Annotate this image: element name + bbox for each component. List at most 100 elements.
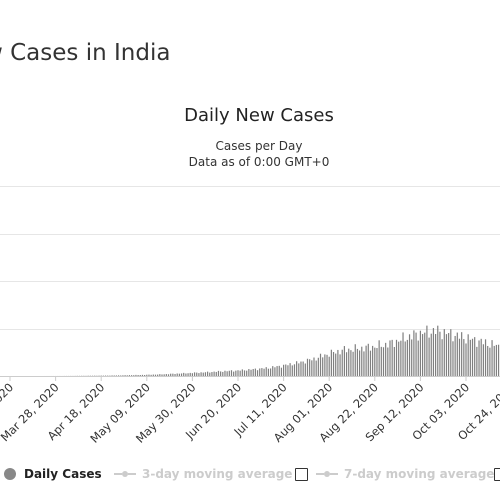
daily-cases-bar[interactable]: [226, 371, 228, 376]
daily-cases-bar[interactable]: [128, 375, 131, 376]
daily-cases-bar[interactable]: [196, 372, 198, 376]
daily-cases-bar[interactable]: [176, 373, 178, 377]
daily-cases-bar[interactable]: [469, 339, 471, 376]
daily-cases-bar[interactable]: [269, 368, 272, 376]
daily-cases-bar[interactable]: [458, 338, 461, 376]
daily-cases-bar[interactable]: [207, 371, 209, 376]
daily-cases-bar[interactable]: [263, 368, 265, 376]
daily-cases-bar[interactable]: [152, 374, 154, 376]
daily-cases-bar[interactable]: [380, 346, 382, 376]
daily-cases-bar[interactable]: [424, 332, 426, 376]
daily-cases-bar[interactable]: [193, 372, 196, 376]
daily-cases-bar[interactable]: [122, 375, 124, 376]
daily-cases-bar[interactable]: [217, 370, 220, 376]
daily-cases-bar[interactable]: [237, 370, 239, 376]
legend-item-3-day-moving-average[interactable]: 3-day moving average: [114, 462, 292, 486]
daily-cases-bar[interactable]: [432, 328, 435, 376]
daily-cases-bar[interactable]: [285, 364, 287, 376]
daily-cases-bar[interactable]: [246, 370, 248, 376]
daily-cases-bar[interactable]: [317, 357, 319, 376]
daily-cases-bar[interactable]: [241, 369, 243, 376]
daily-cases-bar[interactable]: [495, 344, 497, 376]
daily-cases-bar[interactable]: [161, 374, 163, 376]
legend-checkbox[interactable]: [494, 467, 500, 481]
daily-cases-bar[interactable]: [474, 337, 476, 376]
daily-cases-bar[interactable]: [239, 370, 241, 376]
daily-cases-bar[interactable]: [111, 375, 113, 376]
daily-cases-bar[interactable]: [491, 340, 493, 376]
daily-cases-bar[interactable]: [339, 354, 341, 376]
daily-cases-bar[interactable]: [131, 375, 133, 376]
daily-cases-bar[interactable]: [378, 340, 380, 376]
daily-cases-bar[interactable]: [385, 342, 387, 376]
daily-cases-bar[interactable]: [213, 371, 215, 376]
daily-cases-bar[interactable]: [189, 372, 191, 376]
daily-cases-bar[interactable]: [480, 338, 482, 376]
daily-cases-bar[interactable]: [450, 329, 452, 376]
daily-cases-bar[interactable]: [435, 334, 437, 376]
daily-cases-bar[interactable]: [115, 375, 117, 376]
daily-cases-bar[interactable]: [120, 375, 122, 376]
daily-cases-bar[interactable]: [437, 325, 439, 376]
daily-cases-bar[interactable]: [417, 340, 419, 376]
daily-cases-bar[interactable]: [202, 372, 204, 376]
daily-cases-bar[interactable]: [224, 370, 226, 376]
daily-cases-bar[interactable]: [322, 357, 324, 376]
daily-cases-bar[interactable]: [445, 334, 448, 376]
daily-cases-bar[interactable]: [356, 348, 359, 376]
daily-cases-bar[interactable]: [311, 360, 313, 376]
daily-cases-bar[interactable]: [354, 344, 356, 376]
daily-cases-bar[interactable]: [252, 369, 254, 376]
daily-cases-bar[interactable]: [278, 365, 280, 376]
daily-cases-bar[interactable]: [476, 346, 478, 376]
daily-cases-bar[interactable]: [443, 329, 445, 376]
daily-cases-bar[interactable]: [330, 349, 332, 376]
daily-cases-bar[interactable]: [265, 367, 267, 376]
daily-cases-bar[interactable]: [408, 334, 411, 376]
daily-cases-bar[interactable]: [350, 350, 352, 376]
daily-cases-bar[interactable]: [332, 352, 335, 376]
daily-cases-bar[interactable]: [309, 359, 311, 376]
daily-cases-bar[interactable]: [276, 366, 278, 376]
daily-cases-bar[interactable]: [471, 338, 474, 376]
daily-cases-bar[interactable]: [489, 347, 491, 376]
daily-cases-bar[interactable]: [283, 364, 285, 376]
daily-cases-bar[interactable]: [484, 339, 487, 376]
daily-cases-bar[interactable]: [369, 350, 372, 376]
daily-cases-bar[interactable]: [200, 372, 202, 376]
daily-cases-bar[interactable]: [352, 351, 354, 376]
daily-cases-bar[interactable]: [235, 370, 237, 376]
daily-cases-bar[interactable]: [230, 370, 233, 376]
daily-cases-bar[interactable]: [144, 375, 146, 376]
daily-cases-bar[interactable]: [148, 374, 150, 376]
daily-cases-bar[interactable]: [133, 375, 135, 376]
daily-cases-bar[interactable]: [233, 371, 235, 376]
daily-cases-bar[interactable]: [337, 349, 339, 376]
daily-cases-bar[interactable]: [289, 363, 291, 376]
daily-cases-bar[interactable]: [137, 375, 139, 376]
daily-cases-bar[interactable]: [454, 335, 456, 376]
daily-cases-bar[interactable]: [363, 351, 365, 376]
daily-cases-bar[interactable]: [452, 341, 454, 376]
daily-cases-bar[interactable]: [465, 343, 467, 376]
daily-cases-bar[interactable]: [165, 374, 167, 376]
daily-cases-bar[interactable]: [280, 367, 283, 376]
daily-cases-bar[interactable]: [183, 372, 185, 376]
daily-cases-bar[interactable]: [461, 332, 463, 376]
daily-cases-bar[interactable]: [170, 373, 172, 376]
daily-cases-bar[interactable]: [415, 332, 417, 376]
daily-cases-bar[interactable]: [406, 339, 408, 376]
daily-cases-bar[interactable]: [493, 345, 495, 376]
daily-cases-bar[interactable]: [467, 334, 469, 376]
legend-item-daily-cases[interactable]: Daily Cases: [4, 462, 102, 486]
daily-cases-bar[interactable]: [228, 370, 230, 376]
daily-cases-bar[interactable]: [259, 368, 261, 376]
daily-cases-bar[interactable]: [387, 347, 389, 376]
daily-cases-bar[interactable]: [220, 371, 222, 376]
daily-cases-bar[interactable]: [209, 372, 211, 376]
daily-cases-bar[interactable]: [126, 375, 128, 376]
daily-cases-bar[interactable]: [421, 334, 424, 376]
daily-cases-bar[interactable]: [428, 337, 430, 376]
daily-cases-bar[interactable]: [448, 333, 450, 376]
daily-cases-bar[interactable]: [426, 325, 428, 376]
